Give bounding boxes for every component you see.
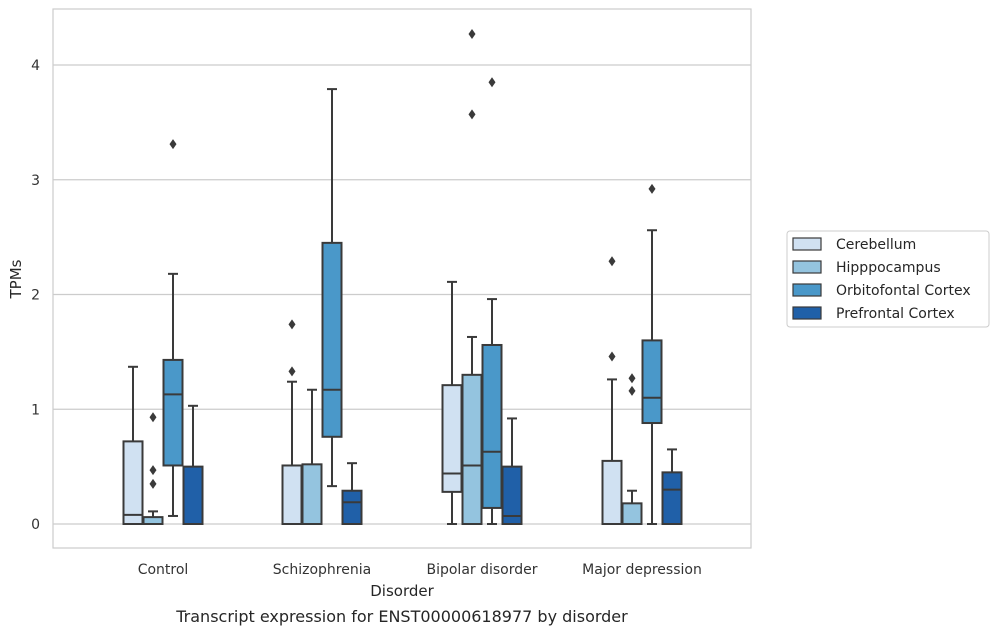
box-iqr [441,384,463,493]
box-iqr [182,465,204,525]
legend-swatch [792,260,822,274]
box-cerebellum-3 [601,256,623,526]
box-iqr [501,465,523,525]
legend-swatch [792,306,822,320]
box-prefrontal-cortex-0 [182,404,204,525]
outlier-point [468,109,476,120]
box-iqr [301,463,323,525]
box-orbitofontal-cortex-0 [162,139,184,517]
outlier-point [628,385,636,396]
y-tick-label: 1 [31,402,40,418]
box-iqr [341,489,363,526]
box-iqr [621,502,643,526]
outlier-point [608,256,616,267]
box-hipppocampus-1 [301,388,323,525]
y-tick-label: 3 [31,173,40,189]
x-tick-label: Control [138,562,189,578]
box-iqr [661,471,683,525]
box-orbitofontal-cortex-1 [321,88,343,488]
plot-area [122,29,683,526]
x-tick-label: Major depression [582,562,702,578]
box-prefrontal-cortex-2 [501,417,523,525]
legend-label: Hipppocampus [836,260,941,276]
box-iqr [481,343,503,509]
y-axis-label: TPMs [7,259,25,299]
x-tick-label: Schizophrenia [273,562,371,578]
legend-frame [786,230,990,328]
legend: Cerebellum Hipppocampus Orbitofontal Corte… [786,230,990,328]
box-iqr [162,358,184,467]
outlier-point [488,77,496,88]
box-iqr [461,373,483,526]
y-axis-ticks: 0 1 2 3 4 [31,58,40,533]
legend-label: Cerebellum [836,237,916,253]
outlier-point [288,366,296,377]
outlier-point [149,465,157,476]
outlier-point [149,478,157,489]
gridlines [53,64,751,525]
box-cerebellum-1 [281,319,303,526]
outlier-point [628,373,636,384]
box-hipppocampus-0 [142,412,164,525]
outlier-point [288,319,296,330]
legend-label: Prefrontal Cortex [836,306,955,322]
box-cerebellum-2 [441,280,463,525]
box-orbitofontal-cortex-3 [641,183,663,525]
legend-swatch [792,237,822,251]
y-tick-label: 4 [31,58,40,74]
legend-label: Orbitofontal Cortex [836,283,971,299]
outlier-point [149,412,157,423]
box-iqr [321,241,343,438]
x-tick-label: Bipolar disorder [426,562,537,578]
outlier-point [468,29,476,40]
box-iqr [601,459,623,526]
plot-frame [52,8,752,549]
legend-swatch [792,283,822,297]
chart-caption: Transcript expression for ENST0000061897… [175,607,628,626]
box-prefrontal-cortex-1 [341,462,363,526]
outlier-point [648,183,656,194]
outlier-point [169,139,177,150]
y-tick-label: 2 [31,288,40,304]
box-hipppocampus-2 [461,29,483,526]
box-cerebellum-0 [122,365,144,526]
box-orbitofontal-cortex-2 [481,77,503,525]
x-axis-label: Disorder [370,582,434,600]
box-iqr [641,339,663,425]
outlier-point [608,351,616,362]
box-iqr [281,464,303,526]
box-iqr [142,516,164,525]
y-tick-label: 0 [31,517,40,533]
box-prefrontal-cortex-3 [661,448,683,525]
x-axis-ticks: Control Schizophrenia Bipolar disorder Majo… [138,562,702,578]
box-iqr [122,440,144,526]
box-hipppocampus-3 [621,373,643,526]
